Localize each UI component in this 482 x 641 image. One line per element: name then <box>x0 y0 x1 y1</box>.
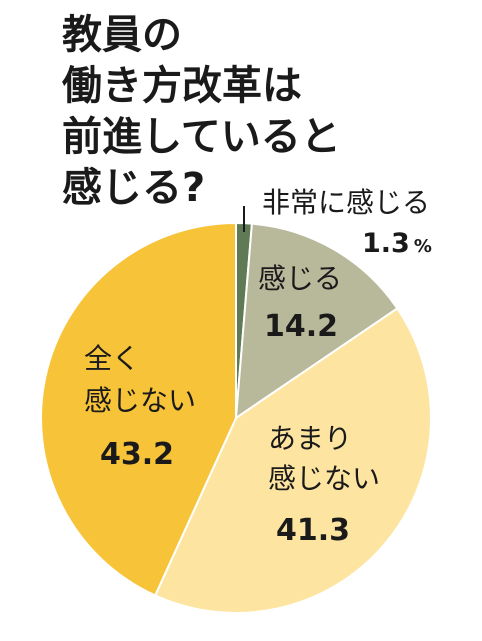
slice-label-1: 感じる <box>258 262 342 295</box>
slice-value-0: 1.3% <box>362 228 432 259</box>
slice-label-2-line-2: 感じない <box>268 462 380 495</box>
slice-value-2: 41.3 <box>276 513 350 548</box>
slice-label-3-line-1: 全く <box>84 342 140 375</box>
pie-slice-2 <box>153 307 432 614</box>
pie-slice-3 <box>40 221 237 597</box>
chart-title-line-2: 働き方改革は <box>62 63 302 109</box>
chart-title-line-1: 教員の <box>62 12 182 58</box>
slice-value-1: 14.2 <box>264 309 338 344</box>
slice-label-3-line-2: 感じない <box>84 384 196 417</box>
slice-value-0-unit: % <box>414 236 432 257</box>
chart-title: 教員の 働き方改革は 前進していると 感じる? <box>62 10 341 214</box>
slice-value-0-number: 1.3 <box>362 228 410 259</box>
chart-title-line-3: 前進していると <box>62 114 341 160</box>
chart-title-line-4: 感じる? <box>62 165 206 211</box>
pie-slices <box>40 221 432 614</box>
pie-slice-1 <box>234 222 399 421</box>
slice-value-3: 43.2 <box>100 437 174 472</box>
slice-label-2-line-1: あまり <box>268 422 352 455</box>
slice-label-0: 非常に感じる <box>262 186 430 219</box>
